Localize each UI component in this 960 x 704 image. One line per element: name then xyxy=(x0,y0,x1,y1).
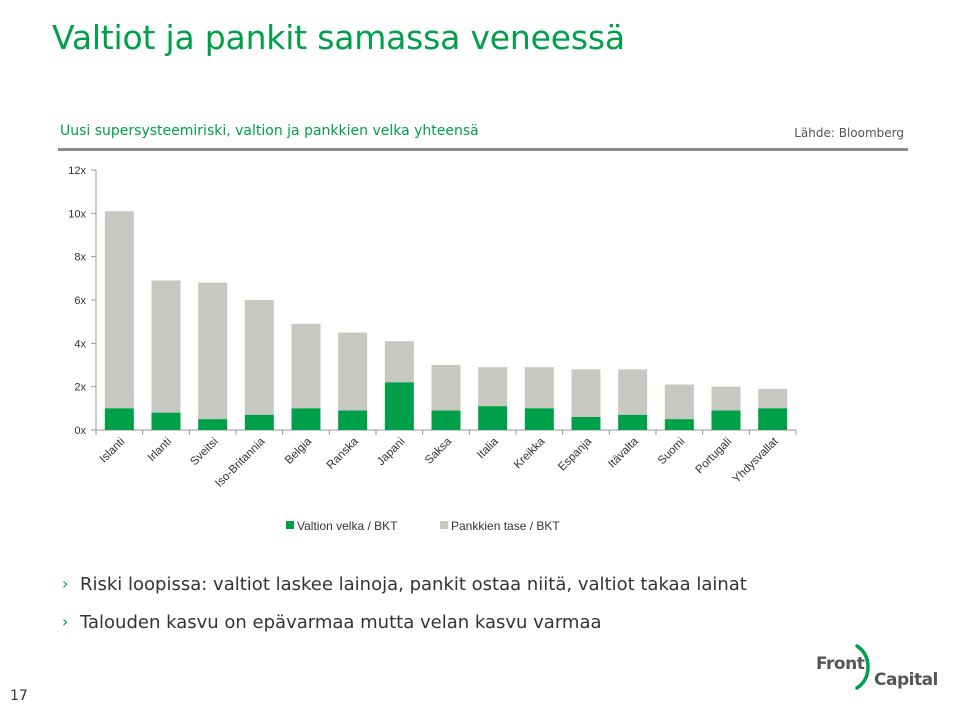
bar-banks xyxy=(338,332,368,411)
bar-government xyxy=(711,410,741,430)
x-tick-label: Japani xyxy=(375,436,407,468)
bar-government xyxy=(571,417,601,430)
legend-swatch xyxy=(440,521,448,529)
x-tick-label: Islanti xyxy=(98,436,128,466)
bar-banks xyxy=(478,367,508,407)
bar-banks xyxy=(244,300,274,415)
bar-government xyxy=(198,419,228,430)
chevron-right-icon: › xyxy=(62,574,69,593)
chevron-right-icon: › xyxy=(62,612,69,631)
bar-government xyxy=(478,406,508,430)
bar-banks xyxy=(758,388,788,409)
x-tick-label: Saksa xyxy=(423,435,455,467)
y-tick-label: 6x xyxy=(74,295,86,307)
bar-government xyxy=(524,408,554,430)
bullet-list: › Riski loopissa: valtiot laskee lainoja… xyxy=(62,574,747,650)
x-tick-label: Yhdysvallat xyxy=(731,435,782,486)
bar-government xyxy=(384,382,414,430)
x-tick-label: Kreikka xyxy=(512,435,548,471)
legend-label: Valtion velka / BKT xyxy=(297,519,398,533)
x-tick-label: Ranska xyxy=(325,435,361,471)
front-capital-logo: Front Capital xyxy=(816,644,938,692)
bar-government xyxy=(104,408,134,430)
x-tick-label: Iso-Britannia xyxy=(213,435,268,490)
page-number: 17 xyxy=(10,688,28,704)
bar-banks xyxy=(384,341,414,383)
bar-government xyxy=(244,414,274,430)
bar-banks xyxy=(291,323,321,409)
bar-banks xyxy=(198,282,228,420)
x-tick-label: Espanja xyxy=(556,435,594,473)
x-tick-label: Sveitsi xyxy=(188,436,220,468)
bar-banks xyxy=(664,384,694,420)
y-tick-label: 8x xyxy=(74,252,86,264)
bar-banks xyxy=(711,386,741,411)
legend-swatch xyxy=(286,521,294,529)
bar-banks xyxy=(524,367,554,409)
x-tick-label: Portugali xyxy=(694,436,735,477)
x-tick-label: Irlanti xyxy=(146,436,174,464)
bullet-item: › Talouden kasvu on epävarmaa mutta vela… xyxy=(62,612,747,650)
bar-banks xyxy=(431,365,461,411)
bullet-text: Talouden kasvu on epävarmaa mutta velan … xyxy=(80,612,602,633)
logo-bracket-icon xyxy=(855,644,870,690)
x-tick-label: Belgia xyxy=(283,435,315,467)
y-tick-label: 10x xyxy=(68,208,86,220)
logo-text-capital: Capital xyxy=(874,670,938,690)
y-tick-label: 12x xyxy=(68,165,86,177)
bullet-text: Riski loopissa: valtiot laskee lainoja, … xyxy=(80,574,747,595)
chart-subtitle: Uusi supersysteemiriski, valtion ja pank… xyxy=(60,123,479,139)
header-divider xyxy=(58,148,908,151)
y-tick-label: 0x xyxy=(74,425,86,437)
bar-banks xyxy=(151,280,181,413)
legend-label: Pankkien tase / BKT xyxy=(451,519,560,533)
bar-banks xyxy=(571,369,601,417)
bar-banks xyxy=(104,211,134,409)
slide-title: Valtiot ja pankit samassa veneessä xyxy=(52,18,625,57)
bar-government xyxy=(338,410,368,430)
x-tick-label: Suomi xyxy=(656,436,688,468)
bar-banks xyxy=(618,369,648,415)
bar-government xyxy=(431,410,461,430)
bullet-item: › Riski loopissa: valtiot laskee lainoja… xyxy=(62,574,747,612)
bar-government xyxy=(664,419,694,430)
source-note: Lähde: Bloomberg xyxy=(794,126,904,140)
bar-government xyxy=(151,412,181,430)
bar-government xyxy=(758,408,788,430)
bar-government xyxy=(291,408,321,430)
x-tick-label: Italia xyxy=(475,435,501,461)
y-tick-label: 4x xyxy=(74,338,86,350)
logo-text-front: Front xyxy=(816,654,865,674)
bar-government xyxy=(618,414,648,430)
x-tick-label: Itävalta xyxy=(606,435,641,470)
y-tick-label: 2x xyxy=(74,382,86,394)
